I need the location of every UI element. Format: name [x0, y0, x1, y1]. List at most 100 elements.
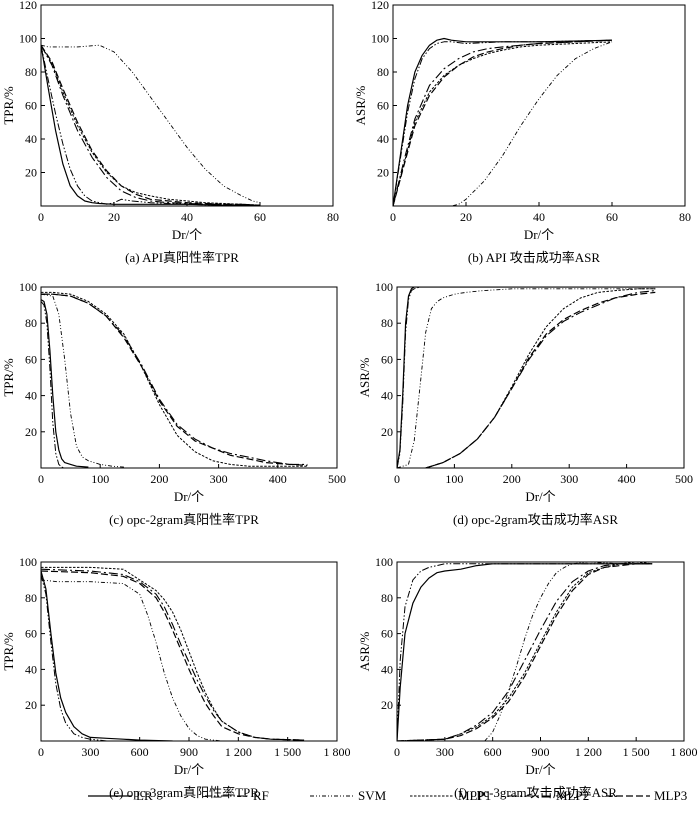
y-tick-label: 20 — [25, 425, 37, 439]
series-line-rf — [397, 563, 653, 741]
y-tick-label: 20 — [377, 166, 389, 180]
y-tick-label: 40 — [25, 389, 37, 403]
x-axis-label: Dr/个 — [174, 762, 204, 777]
series-line-svm — [41, 44, 261, 204]
series-line-mlp1 — [41, 291, 308, 467]
series-line-mlp2 — [41, 44, 261, 206]
x-tick-label: 200 — [150, 472, 168, 486]
x-tick-label: 100 — [91, 472, 109, 486]
y-tick-label: 20 — [25, 698, 37, 712]
x-tick-label: 300 — [436, 745, 454, 759]
y-tick-label: 100 — [19, 32, 37, 46]
panel-e: 0 300 600 900 1 200 1 500 1 800 20 40 60 80 100 Dr/个… — [1, 555, 351, 800]
legend-label-mlp1: MLP1 — [458, 788, 491, 803]
x-tick-label: 400 — [618, 472, 636, 486]
y-axis-label: TPR/% — [1, 86, 16, 124]
series-line-rf — [41, 574, 107, 741]
series-line-mlp2 — [41, 293, 308, 465]
y-tick-label: 40 — [381, 662, 393, 676]
legend-label-mlp2: MLP2 — [556, 788, 589, 803]
x-tick-label: 60 — [606, 210, 618, 224]
y-tick-label: 60 — [381, 352, 393, 366]
series-line-rf — [393, 39, 613, 206]
x-tick-label: 500 — [675, 472, 693, 486]
series-line-rf — [397, 287, 656, 468]
panel-f: 0 300 600 900 1 200 1 500 1 800 20 40 60 80 100 Dr/个… — [357, 555, 698, 800]
panel-caption: (c) opc-2gram真阳性率TPR — [109, 512, 259, 527]
x-tick-label: 0 — [38, 210, 44, 224]
y-tick-label: 60 — [25, 352, 37, 366]
series-line-mlp3 — [41, 570, 305, 741]
x-tick-label: 300 — [210, 472, 228, 486]
y-tick-label: 60 — [377, 99, 389, 113]
y-tick-label: 20 — [381, 698, 393, 712]
x-tick-label: 600 — [484, 745, 502, 759]
y-tick-label: 80 — [25, 316, 37, 330]
y-tick-label: 20 — [25, 166, 37, 180]
series-line-svm — [41, 293, 124, 468]
y-tick-label: 60 — [381, 627, 393, 641]
x-tick-label: 40 — [533, 210, 545, 224]
x-tick-label: 20 — [108, 210, 120, 224]
x-tick-label: 0 — [38, 472, 44, 486]
panel-caption: (a) API真阳性率TPR — [125, 250, 239, 265]
series-line-lr — [397, 287, 656, 468]
plot-frame — [396, 561, 685, 742]
y-tick-label: 80 — [25, 591, 37, 605]
y-axis-label: TPR/% — [1, 632, 16, 670]
y-tick-label: 100 — [19, 555, 37, 569]
y-tick-label: 120 — [19, 0, 37, 12]
legend-label-rf: RF — [253, 788, 269, 803]
plot-frame — [40, 286, 338, 469]
series-line-mlp3 — [393, 39, 613, 206]
series-line-mlp1 — [393, 41, 613, 206]
plot-frame — [40, 4, 334, 207]
y-tick-label: 20 — [381, 425, 393, 439]
x-tick-label: 1 500 — [274, 745, 301, 759]
x-tick-label: 900 — [532, 745, 550, 759]
x-tick-label: 80 — [679, 210, 691, 224]
y-tick-label: 60 — [25, 99, 37, 113]
y-tick-label: 40 — [377, 132, 389, 146]
y-tick-label: 100 — [19, 280, 37, 294]
panel-caption: (b) API 攻击成功率ASR — [468, 250, 601, 265]
x-tick-label: 600 — [131, 745, 149, 759]
y-tick-label: 40 — [381, 389, 393, 403]
y-tick-label: 120 — [371, 0, 389, 12]
series-line-mlp3 — [41, 44, 261, 206]
legend-label-lr: LR — [136, 788, 153, 803]
panel-caption: (e) opc-3gram真阳性率TPR — [109, 785, 259, 800]
x-tick-label: 40 — [181, 210, 193, 224]
y-axis-label: TPR/% — [1, 358, 16, 396]
panel-d: 0 100 200 300 400 500 20 40 60 80 100 Dr/个 ASR/% (d) … — [357, 280, 693, 527]
series-line-lr — [41, 45, 260, 206]
y-axis-label: ASR/% — [357, 357, 372, 397]
panel-caption: (f) opc-3gram攻击成功率ASR — [454, 785, 617, 800]
x-tick-label: 20 — [460, 210, 472, 224]
x-tick-label: 60 — [254, 210, 266, 224]
x-axis-label: Dr/个 — [172, 227, 202, 242]
series-line-mlp2 — [397, 563, 653, 741]
series-line-mlp1 — [397, 562, 653, 741]
y-tick-label: 40 — [25, 662, 37, 676]
series-line-rf — [41, 45, 260, 206]
series-line-lr — [393, 37, 613, 206]
legend-label-svm: SVM — [358, 788, 387, 803]
x-tick-label: 200 — [503, 472, 521, 486]
x-tick-label: 1 800 — [324, 745, 351, 759]
x-axis-label: Dr/个 — [525, 489, 555, 504]
y-axis-label: ASR/% — [353, 85, 368, 125]
y-tick-label: 80 — [381, 591, 393, 605]
x-tick-label: 1 500 — [623, 745, 650, 759]
series-line-mlp1 — [41, 566, 305, 741]
series-line-lr — [41, 570, 173, 741]
x-axis-label: Dr/个 — [174, 489, 204, 504]
series-line-mlp3 — [425, 291, 656, 468]
plot-frame — [40, 561, 338, 742]
y-tick-label: 100 — [371, 32, 389, 46]
x-tick-label: 900 — [180, 745, 198, 759]
y-tick-label: 40 — [25, 132, 37, 146]
y-axis-label: ASR/% — [357, 631, 372, 671]
plot-frame — [396, 286, 685, 469]
